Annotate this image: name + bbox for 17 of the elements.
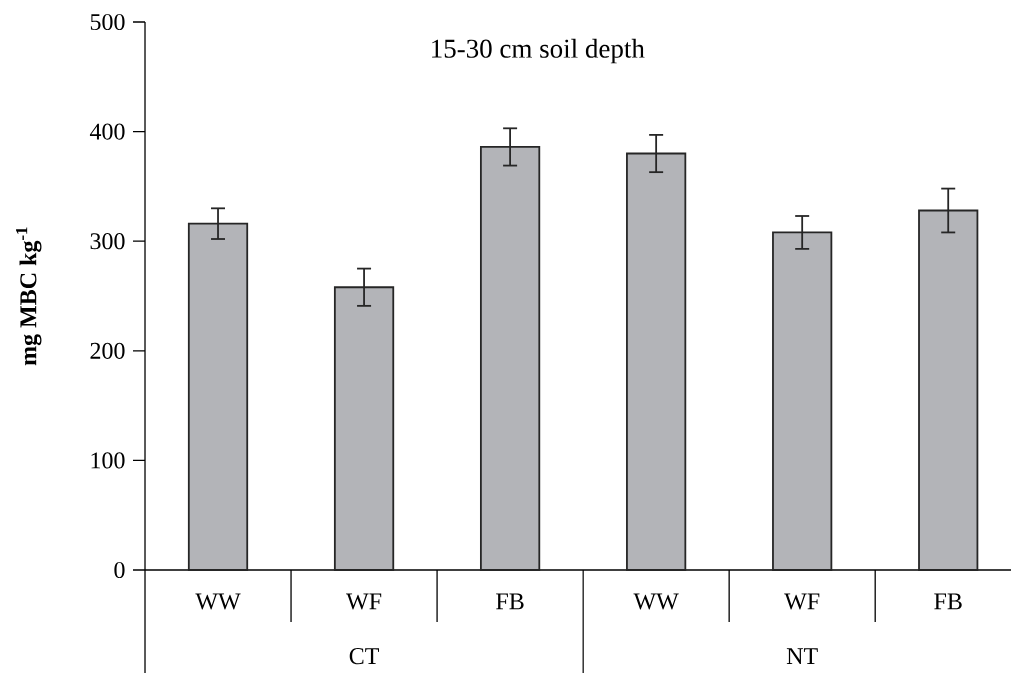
y-tick-label: 300 [90, 233, 125, 250]
x-tick-label: WF [784, 593, 820, 610]
text: 15-30 cm soil depth [432, 38, 645, 64]
text: NT [786, 648, 818, 664]
text: CT [349, 648, 379, 665]
y-tick-label: 200 [90, 342, 125, 359]
x-tick-label: WF [346, 593, 382, 610]
x-tick-label: FB [934, 593, 962, 610]
y-tick-label: 100 [91, 452, 125, 469]
y-axis-title: mg MBC kg$^{-1}$ [16, 227, 42, 366]
y-tick-label: 500 [90, 13, 125, 31]
x-tick-label: FB [496, 593, 524, 610]
x-tick-label: WW [195, 593, 241, 610]
bar [772, 231, 833, 571]
y-tick-label: 400 [89, 123, 125, 140]
x-tick-label: WW [633, 593, 679, 610]
y-tick-label: 0 [114, 561, 125, 579]
